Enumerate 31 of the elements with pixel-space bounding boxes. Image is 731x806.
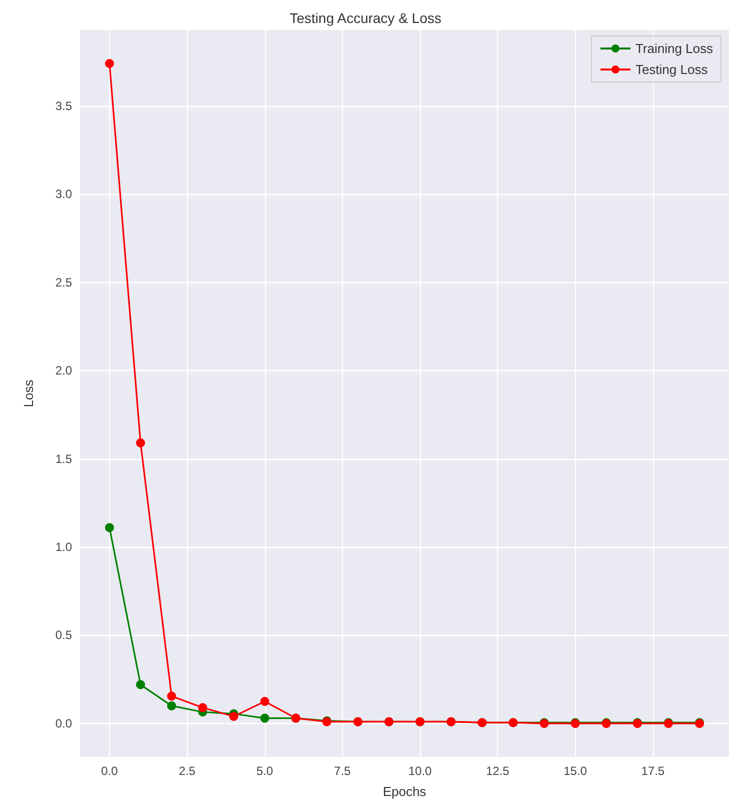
point	[198, 703, 208, 712]
x-tick-label: 17.5	[641, 764, 665, 778]
y-tick-label: 3.0	[55, 187, 72, 202]
legend-label: Testing Loss	[635, 62, 708, 77]
point	[260, 696, 270, 706]
y-tick-label: 1.0	[55, 540, 72, 554]
y-tick-label: 0.0	[55, 716, 72, 730]
legend-label: Training Loss	[635, 41, 714, 56]
point	[136, 680, 146, 690]
x-tick-label: 10.0	[408, 764, 432, 778]
x-tick-label: 7.5	[334, 764, 352, 778]
point	[167, 692, 176, 701]
point	[167, 701, 176, 710]
y-axis-title: Loss	[21, 379, 36, 408]
y-tick-label: 3.5	[55, 98, 72, 113]
x-tick-label: 0.0	[101, 764, 118, 778]
point	[105, 523, 114, 532]
x-axis-title: Epochs	[382, 784, 427, 799]
point	[136, 438, 146, 448]
point	[229, 712, 238, 721]
y-tick-label: 2.5	[55, 275, 72, 290]
y-tick-label: 2.0	[55, 364, 72, 378]
y-tick-label: 1.5	[55, 452, 72, 466]
y-tick-label: 0.5	[55, 628, 72, 642]
chart-title: Testing Accuracy & Loss	[290, 10, 442, 26]
x-tick-label: 5.0	[256, 764, 274, 778]
x-tick-label: 12.5	[486, 764, 510, 778]
x-tick-label: 15.0	[564, 764, 588, 778]
point	[260, 714, 270, 723]
point	[105, 59, 114, 68]
x-tick-label: 2.5	[178, 764, 196, 778]
